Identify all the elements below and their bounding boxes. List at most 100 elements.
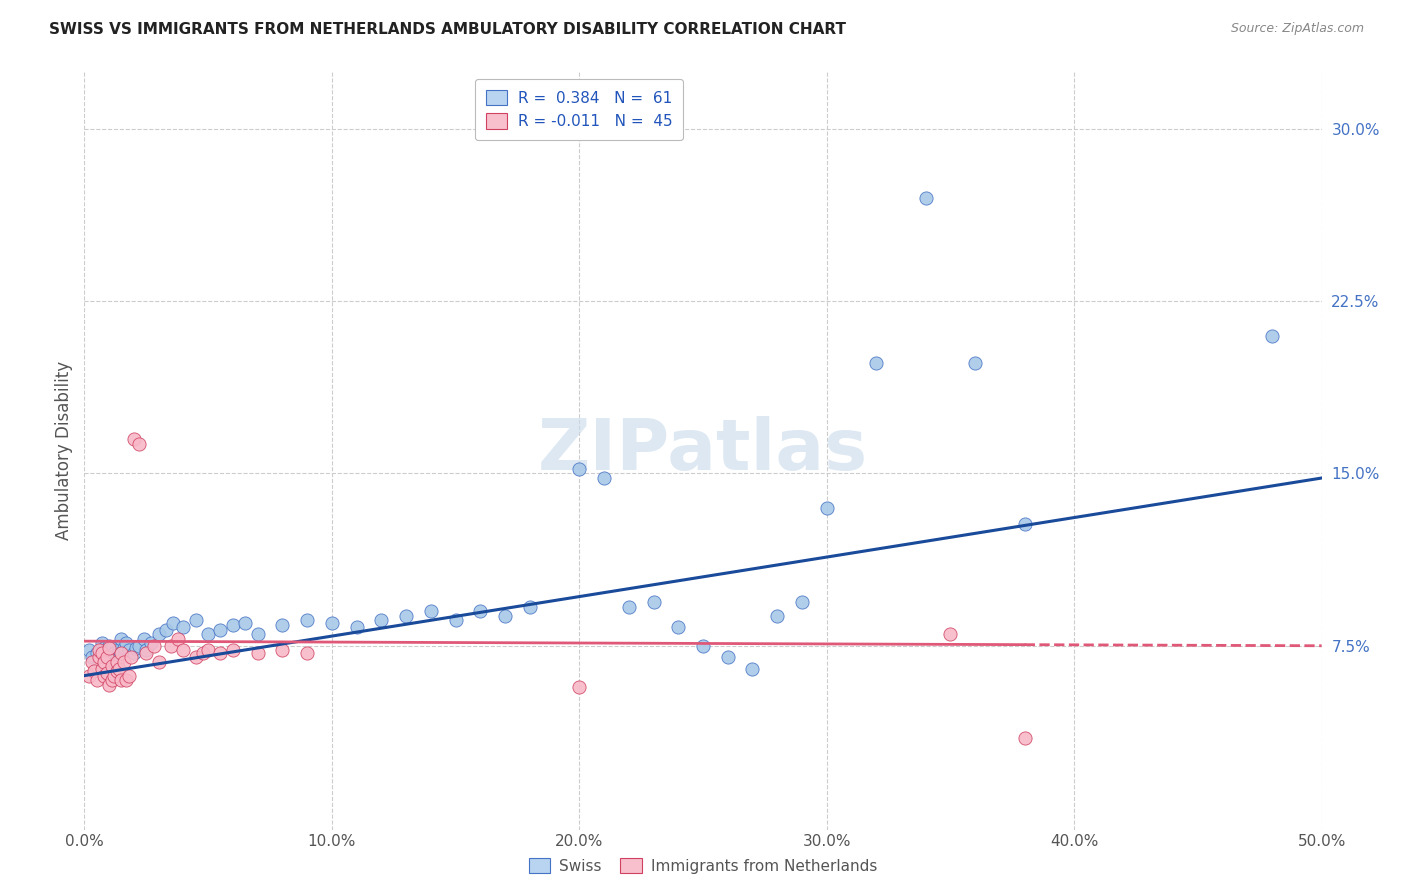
Point bbox=[128, 436, 150, 450]
Point bbox=[122, 646, 145, 660]
Point bbox=[103, 668, 125, 682]
Point bbox=[1014, 731, 1036, 745]
Point bbox=[110, 632, 132, 646]
Point bbox=[148, 627, 170, 641]
Text: Source: ZipAtlas.com: Source: ZipAtlas.com bbox=[1230, 22, 1364, 36]
Point bbox=[110, 646, 132, 660]
Point bbox=[90, 662, 112, 676]
Point bbox=[419, 604, 441, 618]
Point bbox=[108, 643, 131, 657]
Point bbox=[79, 668, 101, 682]
Point bbox=[167, 632, 190, 646]
Point bbox=[568, 462, 591, 476]
Point bbox=[96, 666, 118, 681]
Point bbox=[741, 662, 763, 676]
Point bbox=[233, 615, 256, 630]
Point bbox=[118, 668, 141, 682]
Point bbox=[271, 618, 294, 632]
Point bbox=[96, 650, 118, 665]
Point bbox=[86, 673, 108, 688]
Point bbox=[89, 643, 111, 657]
Text: SWISS VS IMMIGRANTS FROM NETHERLANDS AMBULATORY DISABILITY CORRELATION CHART: SWISS VS IMMIGRANTS FROM NETHERLANDS AMB… bbox=[49, 22, 846, 37]
Point bbox=[191, 646, 214, 660]
Point bbox=[89, 655, 111, 669]
Point bbox=[209, 646, 232, 660]
Point bbox=[717, 650, 740, 665]
Point bbox=[172, 620, 194, 634]
Point bbox=[766, 608, 789, 623]
Point bbox=[98, 641, 121, 656]
Point bbox=[172, 643, 194, 657]
Point bbox=[125, 641, 148, 656]
Point bbox=[80, 650, 103, 665]
Point bbox=[93, 641, 115, 656]
Point bbox=[444, 614, 467, 628]
Point bbox=[617, 599, 640, 614]
Point bbox=[90, 646, 112, 660]
Point bbox=[98, 655, 121, 669]
Point bbox=[98, 639, 121, 653]
Point bbox=[93, 668, 115, 682]
Point bbox=[100, 641, 122, 656]
Point bbox=[103, 646, 125, 660]
Point bbox=[105, 664, 128, 678]
Legend: R =  0.384   N =  61, R = -0.011   N =  45: R = 0.384 N = 61, R = -0.011 N = 45 bbox=[475, 79, 683, 140]
Point bbox=[197, 627, 219, 641]
Point bbox=[128, 639, 150, 653]
Point bbox=[184, 614, 207, 628]
Point bbox=[108, 662, 131, 676]
Point bbox=[271, 643, 294, 657]
Point bbox=[155, 623, 177, 637]
Point bbox=[246, 627, 269, 641]
Point bbox=[692, 639, 714, 653]
Point bbox=[939, 627, 962, 641]
Point bbox=[120, 650, 142, 665]
Text: ZIPatlas: ZIPatlas bbox=[538, 416, 868, 485]
Point bbox=[965, 356, 987, 370]
Point bbox=[666, 620, 689, 634]
Point bbox=[105, 655, 128, 669]
Point bbox=[321, 615, 343, 630]
Y-axis label: Ambulatory Disability: Ambulatory Disability bbox=[55, 361, 73, 540]
Point bbox=[222, 643, 245, 657]
Point bbox=[395, 608, 418, 623]
Point bbox=[295, 614, 318, 628]
Point bbox=[89, 650, 111, 665]
Point bbox=[110, 673, 132, 688]
Point bbox=[162, 615, 184, 630]
Point bbox=[90, 636, 112, 650]
Point bbox=[568, 680, 591, 694]
Point bbox=[83, 664, 105, 678]
Point bbox=[914, 191, 936, 205]
Point bbox=[96, 646, 118, 660]
Point bbox=[98, 678, 121, 692]
Point bbox=[1261, 328, 1284, 343]
Point bbox=[184, 650, 207, 665]
Point bbox=[93, 655, 115, 669]
Point bbox=[494, 608, 516, 623]
Point bbox=[370, 614, 392, 628]
Point bbox=[246, 646, 269, 660]
Point bbox=[346, 620, 368, 634]
Point bbox=[519, 599, 541, 614]
Point bbox=[148, 655, 170, 669]
Point bbox=[295, 646, 318, 660]
Point bbox=[132, 632, 155, 646]
Point bbox=[115, 673, 138, 688]
Point bbox=[1014, 516, 1036, 531]
Point bbox=[118, 643, 141, 657]
Point bbox=[86, 646, 108, 660]
Point bbox=[142, 639, 165, 653]
Point bbox=[112, 641, 135, 656]
Point bbox=[643, 595, 665, 609]
Point bbox=[135, 643, 157, 657]
Point bbox=[470, 604, 492, 618]
Legend: Swiss, Immigrants from Netherlands: Swiss, Immigrants from Netherlands bbox=[523, 852, 883, 880]
Point bbox=[790, 595, 813, 609]
Point bbox=[100, 673, 122, 688]
Point bbox=[79, 643, 101, 657]
Point bbox=[135, 646, 157, 660]
Point bbox=[160, 639, 183, 653]
Point bbox=[80, 655, 103, 669]
Point bbox=[100, 659, 122, 673]
